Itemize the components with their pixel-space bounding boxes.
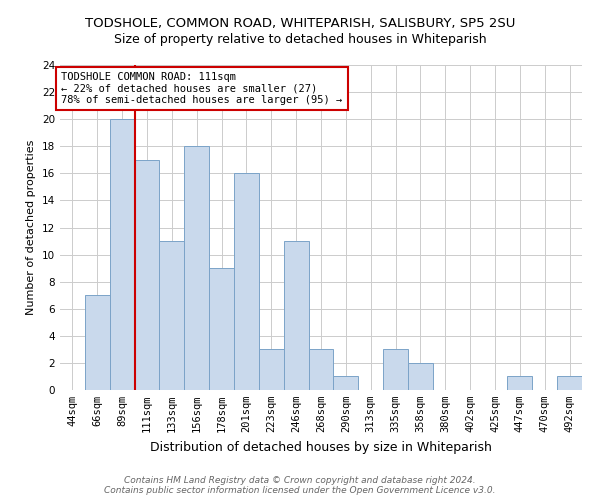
Text: TODSHOLE, COMMON ROAD, WHITEPARISH, SALISBURY, SP5 2SU: TODSHOLE, COMMON ROAD, WHITEPARISH, SALI… xyxy=(85,18,515,30)
Bar xyxy=(383,350,408,390)
Bar xyxy=(234,174,259,390)
Bar xyxy=(334,376,358,390)
Bar xyxy=(508,376,532,390)
Bar xyxy=(259,350,284,390)
Bar xyxy=(408,363,433,390)
X-axis label: Distribution of detached houses by size in Whiteparish: Distribution of detached houses by size … xyxy=(150,440,492,454)
Bar xyxy=(184,146,209,390)
Text: Size of property relative to detached houses in Whiteparish: Size of property relative to detached ho… xyxy=(113,32,487,46)
Bar xyxy=(557,376,582,390)
Bar xyxy=(85,295,110,390)
Y-axis label: Number of detached properties: Number of detached properties xyxy=(26,140,37,315)
Bar xyxy=(110,119,134,390)
Bar xyxy=(134,160,160,390)
Bar xyxy=(308,350,334,390)
Bar xyxy=(160,241,184,390)
Bar xyxy=(284,241,308,390)
Bar xyxy=(209,268,234,390)
Text: TODSHOLE COMMON ROAD: 111sqm
← 22% of detached houses are smaller (27)
78% of se: TODSHOLE COMMON ROAD: 111sqm ← 22% of de… xyxy=(61,72,343,105)
Text: Contains HM Land Registry data © Crown copyright and database right 2024.
Contai: Contains HM Land Registry data © Crown c… xyxy=(104,476,496,495)
